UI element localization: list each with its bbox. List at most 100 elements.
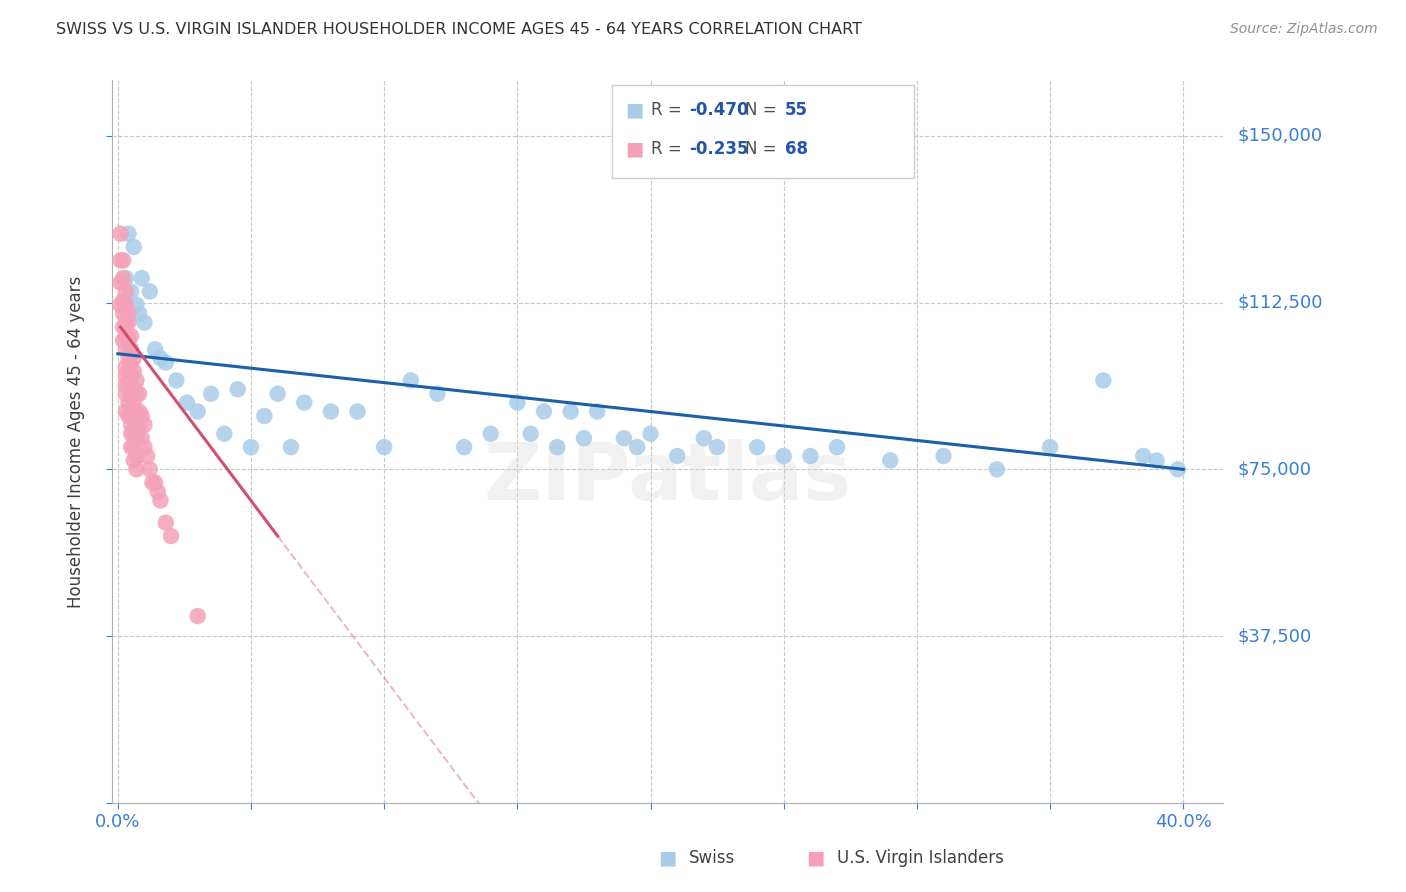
Point: [114, 298, 136, 312]
Point: [117, 316, 139, 330]
Text: N =: N =: [745, 101, 782, 119]
Text: ■: ■: [658, 848, 678, 868]
Point: [214, 426, 236, 441]
Point: [139, 462, 162, 476]
Point: [319, 404, 342, 418]
Point: [117, 377, 139, 392]
Point: [110, 227, 132, 241]
Y-axis label: Householder Income Ages 45 - 64 years: Householder Income Ages 45 - 64 years: [67, 276, 86, 607]
Point: [122, 364, 145, 378]
Text: Swiss: Swiss: [689, 849, 735, 867]
Point: [825, 440, 848, 454]
Point: [114, 360, 136, 375]
Point: [131, 409, 153, 423]
Text: $150,000: $150,000: [1237, 127, 1322, 145]
Point: [117, 334, 139, 348]
Point: [399, 373, 422, 387]
Point: [932, 449, 955, 463]
Point: [226, 382, 249, 396]
Point: [176, 395, 198, 409]
Text: N =: N =: [745, 140, 782, 158]
Point: [187, 609, 209, 624]
Point: [479, 426, 502, 441]
Point: [122, 351, 145, 366]
Point: [426, 386, 449, 401]
Point: [125, 417, 148, 432]
Point: [120, 417, 142, 432]
Point: [117, 307, 139, 321]
Point: [134, 440, 156, 454]
Point: [799, 449, 821, 463]
Text: SWISS VS U.S. VIRGIN ISLANDER HOUSEHOLDER INCOME AGES 45 - 64 YEARS CORRELATION : SWISS VS U.S. VIRGIN ISLANDER HOUSEHOLDE…: [56, 22, 862, 37]
Point: [125, 462, 148, 476]
Point: [120, 404, 142, 418]
Point: [112, 271, 135, 285]
Point: [706, 440, 728, 454]
Point: [240, 440, 263, 454]
Text: R =: R =: [651, 101, 688, 119]
Point: [114, 285, 136, 299]
Point: [146, 484, 169, 499]
Point: [613, 431, 636, 445]
Text: $112,500: $112,500: [1237, 293, 1323, 311]
Point: [131, 271, 153, 285]
Point: [155, 516, 177, 530]
Text: U.S. Virgin Islanders: U.S. Virgin Islanders: [837, 849, 1004, 867]
Point: [122, 395, 145, 409]
Point: [120, 386, 142, 401]
Point: [117, 227, 139, 241]
Text: ZIPatlas: ZIPatlas: [484, 439, 852, 516]
Point: [114, 343, 136, 357]
Point: [114, 316, 136, 330]
Point: [122, 440, 145, 454]
Point: [122, 382, 145, 396]
Point: [136, 449, 159, 463]
Point: [292, 395, 315, 409]
Text: -0.470: -0.470: [689, 101, 748, 119]
Point: [586, 404, 609, 418]
Point: [143, 343, 166, 357]
Point: [165, 373, 187, 387]
Point: [143, 475, 166, 490]
Point: [149, 351, 172, 366]
Point: [114, 271, 136, 285]
Point: [112, 320, 135, 334]
Point: [125, 449, 148, 463]
Point: [128, 307, 150, 321]
Point: [879, 453, 901, 467]
Point: [122, 409, 145, 423]
Point: [110, 253, 132, 268]
Point: [112, 293, 135, 308]
Point: [120, 329, 142, 343]
Point: [128, 404, 150, 418]
Point: [114, 377, 136, 392]
Text: 55: 55: [785, 101, 807, 119]
Point: [560, 404, 582, 418]
Point: [114, 368, 136, 383]
Text: ■: ■: [626, 100, 644, 120]
Point: [125, 404, 148, 418]
Point: [1132, 449, 1154, 463]
Point: [120, 426, 142, 441]
Text: -0.235: -0.235: [689, 140, 748, 158]
Point: [122, 453, 145, 467]
Point: [131, 431, 153, 445]
Point: [125, 431, 148, 445]
Point: [117, 409, 139, 423]
Point: [117, 395, 139, 409]
Point: [134, 316, 156, 330]
Point: [519, 426, 541, 441]
Point: [122, 240, 145, 254]
Text: R =: R =: [651, 140, 688, 158]
Text: $37,500: $37,500: [1237, 627, 1312, 645]
Text: $75,000: $75,000: [1237, 460, 1312, 478]
Point: [506, 395, 529, 409]
Point: [125, 386, 148, 401]
Point: [533, 404, 555, 418]
Point: [120, 285, 142, 299]
Point: [120, 343, 142, 357]
Point: [117, 351, 139, 366]
Point: [626, 440, 648, 454]
Point: [114, 329, 136, 343]
Point: [120, 356, 142, 370]
